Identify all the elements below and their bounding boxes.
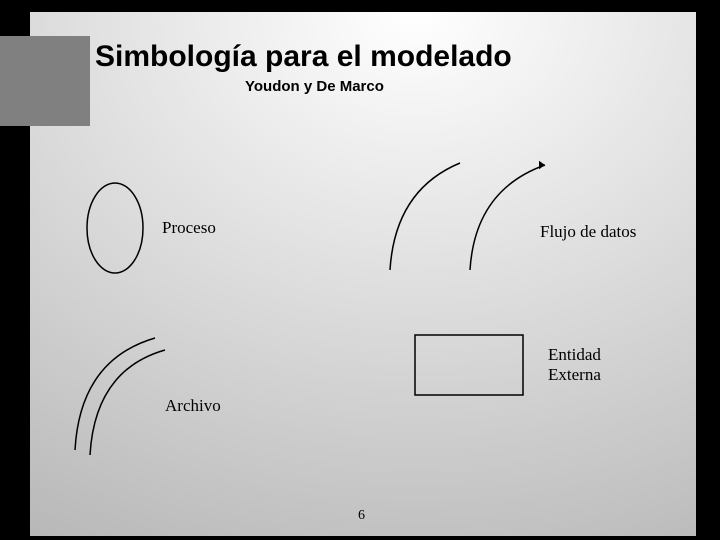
page-number: 6 xyxy=(358,508,365,524)
archivo-label: Archivo xyxy=(165,396,221,416)
slide: Simbología para el modelado Youdon y De … xyxy=(0,0,720,540)
archivo-symbol xyxy=(0,0,720,540)
